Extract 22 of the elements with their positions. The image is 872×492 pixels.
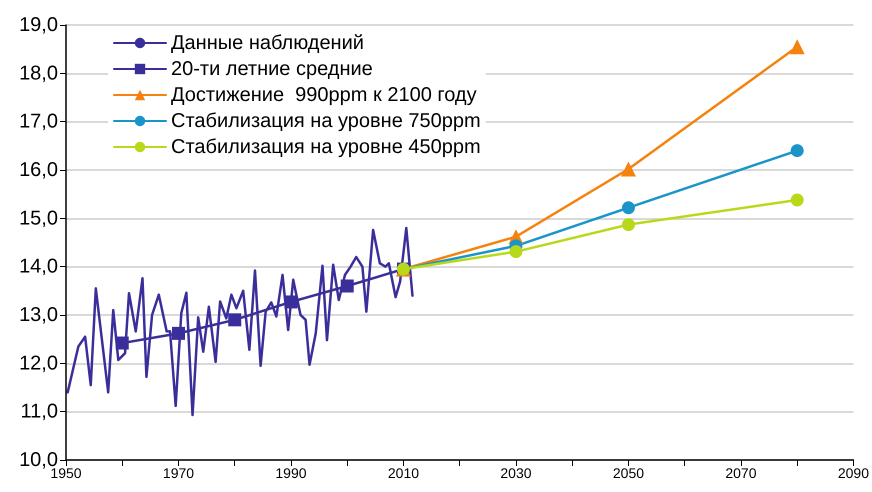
legend-label: Достижение 990ppm к 2100 году [171,84,477,106]
y-tick-label: 17,0 [19,110,58,133]
x-tick-label: 2050 [612,465,644,481]
x-tick-label: 1970 [162,465,194,481]
y-tick-label: 12,0 [19,352,58,374]
legend-label: Стабилизация на уровне 450ppm [171,136,481,158]
x-tick-label: 1950 [50,465,82,481]
legend-label: 20-ти летние средние [171,58,373,80]
x-tick-label: 2070 [725,465,757,481]
y-tick-label: 16,0 [19,159,58,181]
y-tick-label: 15,0 [19,207,58,230]
y-tick-label: 19,0 [19,14,58,36]
legend-label: Данные наблюдений [171,32,364,54]
y-tick-label: 14,0 [19,256,58,278]
x-tick-label: 1990 [275,465,307,481]
legend-label: Стабилизация на уровне 750ppm [171,110,481,132]
y-tick-label: 11,0 [20,400,58,423]
x-tick-label: 2010 [388,465,420,481]
x-tick-label: 2030 [500,465,532,481]
y-tick-label: 18,0 [19,62,58,84]
y-tick-label: 13,0 [19,304,58,326]
x-tick-label: 2090 [838,465,870,481]
